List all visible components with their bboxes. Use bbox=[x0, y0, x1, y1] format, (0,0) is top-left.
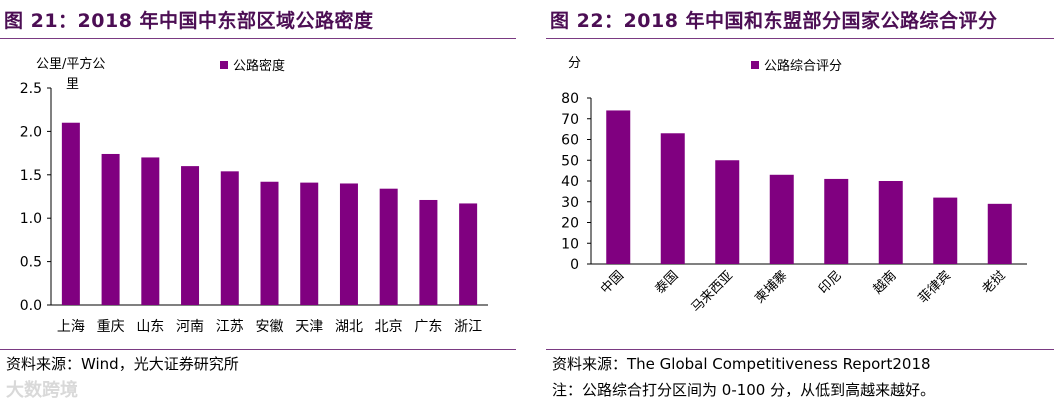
y-axis-label: 分 bbox=[568, 56, 581, 71]
bar-重庆 bbox=[101, 153, 120, 305]
y-tick-label: 40 bbox=[561, 174, 579, 190]
x-tick-label: 越南 bbox=[870, 268, 900, 298]
y-tick-label: 1.0 bbox=[20, 211, 42, 227]
x-tick-label: 老挝 bbox=[980, 268, 1009, 297]
y-tick-label: 60 bbox=[561, 133, 579, 149]
x-tick-label: 浙江 bbox=[454, 319, 482, 335]
chart22-bottom-rule bbox=[546, 349, 1054, 350]
x-tick-label: 中国 bbox=[598, 268, 627, 297]
bar-安徽 bbox=[260, 181, 279, 305]
chart22-note: 注：公路综合打分区间为 0-100 分，从低到高越来越好。 bbox=[552, 381, 936, 399]
y-tick-label: 0 bbox=[570, 257, 579, 273]
y-tick-label: 50 bbox=[561, 153, 579, 169]
x-tick-label: 北京 bbox=[375, 319, 403, 335]
y-tick-label: 10 bbox=[561, 236, 579, 252]
y-tick-label: 70 bbox=[561, 112, 579, 128]
bar-上海 bbox=[61, 122, 80, 305]
chart21-top-rule bbox=[0, 38, 516, 39]
y-tick-label: 2.0 bbox=[20, 124, 42, 140]
y-tick-label: 2.5 bbox=[20, 81, 42, 97]
x-tick-label: 广东 bbox=[414, 319, 442, 335]
bar-泰国 bbox=[660, 133, 685, 264]
chart21-bottom-rule bbox=[0, 349, 516, 350]
legend-label: 公路密度 bbox=[233, 58, 285, 74]
bar-河南 bbox=[181, 166, 200, 305]
bar-江苏 bbox=[220, 171, 239, 305]
bar-浙江 bbox=[459, 203, 478, 305]
x-tick-label: 菲律宾 bbox=[915, 268, 954, 307]
bar-马来西亚 bbox=[715, 160, 740, 264]
y-axis-label-cont: 里 bbox=[66, 77, 79, 92]
chart22-svg: 0 10 20 30 40 50 60 70 80 分 公路综合评分中国 泰国 马来西亚 柬埔寨 印尼 越南菲… bbox=[561, 56, 1027, 316]
left-chart-panel: 图 21：2018 年中国中东部区域公路密度 0.0 0.5 1.0 1.5 2.0 2.… bbox=[0, 0, 520, 404]
x-tick-label: 安徽 bbox=[256, 319, 284, 335]
chart22-source: 资料来源：The Global Competitiveness Report20… bbox=[552, 355, 931, 373]
x-tick-label: 印尼 bbox=[816, 268, 845, 297]
y-tick-label: 0.5 bbox=[20, 255, 42, 271]
bar-印尼 bbox=[824, 178, 849, 264]
x-tick-label: 山东 bbox=[136, 319, 164, 335]
chart21-source: 资料来源：Wind，光大证券研究所 bbox=[6, 355, 239, 373]
x-tick-label: 上海 bbox=[57, 319, 85, 335]
legend-swatch bbox=[751, 61, 759, 69]
chart22-top-rule bbox=[546, 38, 1054, 39]
bar-柬埔寨 bbox=[769, 174, 794, 264]
x-tick-label: 柬埔寨 bbox=[752, 268, 791, 307]
bar-湖北 bbox=[339, 183, 358, 305]
y-tick-label: 80 bbox=[561, 91, 579, 107]
x-tick-label: 湖北 bbox=[335, 319, 363, 335]
bar-天津 bbox=[300, 182, 319, 305]
x-tick-label: 重庆 bbox=[97, 319, 125, 335]
y-tick-label: 20 bbox=[561, 216, 579, 232]
x-tick-label: 天津 bbox=[295, 319, 323, 335]
bar-老挝 bbox=[987, 203, 1012, 264]
x-tick-label: 泰国 bbox=[653, 268, 682, 297]
y-tick-label: 1.5 bbox=[20, 168, 42, 184]
watermark: 大数跨境 bbox=[6, 380, 78, 401]
y-tick-label: 0.0 bbox=[20, 298, 42, 314]
bar-山东 bbox=[141, 157, 160, 305]
x-tick-label: 河南 bbox=[176, 319, 204, 335]
chart21-svg: 0.0 0.5 1.0 1.5 2.0 2.5 公里/平方公里 公路密度上海 重庆 山东 河南 江苏安… bbox=[20, 56, 488, 335]
right-chart-panel: 图 22：2018 年中国和东盟部分国家公路综合评分 0 10 20 30 40 50 60… bbox=[546, 0, 1061, 404]
bar-广东 bbox=[419, 199, 438, 305]
chart21-title: 图 21：2018 年中国中东部区域公路密度 bbox=[4, 10, 374, 32]
y-axis-label: 公里/平方公 bbox=[36, 56, 105, 72]
y-tick-label: 30 bbox=[561, 195, 579, 211]
legend-label: 公路综合评分 bbox=[764, 58, 842, 74]
bar-越南 bbox=[878, 181, 903, 264]
x-tick-label: 马来西亚 bbox=[689, 268, 736, 315]
bar-北京 bbox=[379, 188, 398, 305]
bar-菲律宾 bbox=[933, 197, 958, 264]
legend-swatch bbox=[220, 61, 228, 69]
x-tick-label: 江苏 bbox=[216, 319, 244, 335]
bar-中国 bbox=[606, 110, 631, 264]
chart22-title: 图 22：2018 年中国和东盟部分国家公路综合评分 bbox=[550, 10, 998, 32]
